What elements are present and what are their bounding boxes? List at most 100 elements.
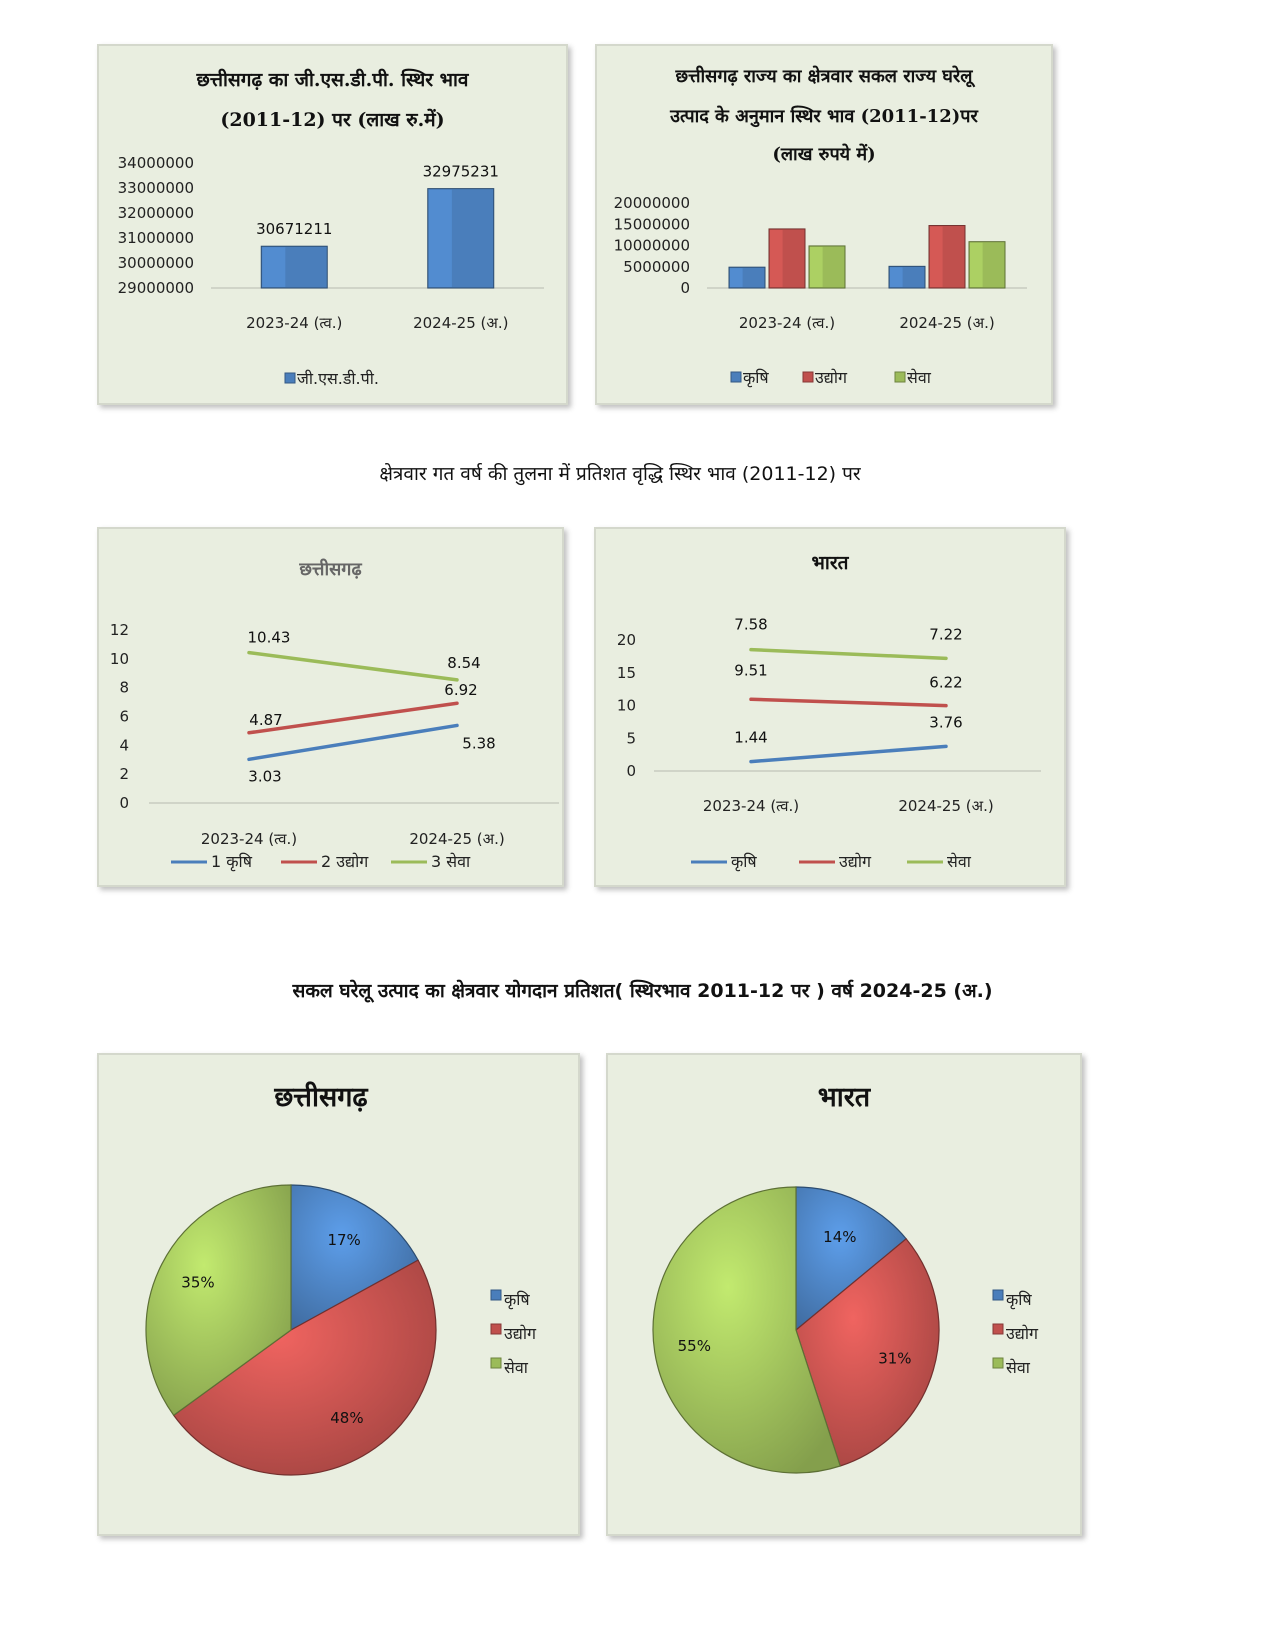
pie-slice-कृषि xyxy=(795,1186,908,1332)
sector-chart-title-line1: छत्तीसगढ़ राज्य का क्षेत्रवार सकल राज्य … xyxy=(675,66,973,87)
pie-slice-सेवा xyxy=(652,1186,841,1474)
bar-data-label: 32975231 xyxy=(423,163,499,181)
data-label: 5.38 xyxy=(462,734,495,752)
y-tick-label: 2 xyxy=(119,765,129,783)
y-tick-label: 10 xyxy=(110,650,129,668)
y-tick-label: 32000000 xyxy=(118,204,194,222)
legend-label: कृषि xyxy=(731,852,757,872)
legend-label: सेवा xyxy=(947,852,972,871)
cg-growth-chart-panel: छत्तीसगढ़ 0 2 4 6 8 10 12 2023-24 (त्व.) 2024-25… xyxy=(97,527,564,887)
data-label: 6.92 xyxy=(444,681,477,699)
bar-highlight xyxy=(930,226,943,287)
legend-swatch-सेवा xyxy=(992,1357,1004,1369)
data-label: 7.58 xyxy=(734,616,767,634)
data-label: 4.87 xyxy=(249,711,282,729)
legend-swatch-सेवा xyxy=(490,1357,502,1369)
pie-slice-कृषि xyxy=(290,1184,419,1332)
x-category-label: 2023-24 (त्व.) xyxy=(739,314,835,332)
legend-label: उद्योग xyxy=(815,368,848,387)
pie-data-label: 14% xyxy=(823,1228,856,1246)
legend-label: कृषि xyxy=(743,368,769,388)
series-line-सेवा xyxy=(749,647,948,661)
india-share-chart-title: भारत xyxy=(817,1082,871,1113)
legend-label: उद्योग xyxy=(1006,1324,1039,1343)
cg-share-chart-svg: 17% 48% 35% कृषि उद्योग सेवा xyxy=(145,1184,537,1476)
y-tick-label: 10 xyxy=(617,697,636,715)
bar-highlight xyxy=(428,189,452,287)
series-line-1 कृषि xyxy=(247,723,459,762)
data-label: 6.22 xyxy=(929,674,962,692)
y-tick-label: 0 xyxy=(626,762,636,780)
y-tick-label: 6 xyxy=(119,708,129,726)
legend-swatch-उद्योग xyxy=(992,1323,1004,1335)
data-label: 9.51 xyxy=(734,661,767,679)
y-tick-label: 34000000 xyxy=(118,154,194,172)
legend-swatch-कृषि xyxy=(490,1289,502,1301)
legend-label: जी.एस.डी.पी. xyxy=(297,369,379,388)
sector-chart-title-line3: (लाख रुपये में) xyxy=(772,144,876,165)
pie-data-label: 17% xyxy=(327,1231,360,1249)
data-label: 7.22 xyxy=(929,625,962,643)
gsdp-chart-title-line1: छत्तीसगढ़ का जी.एस.डी.पी. स्थिर भाव xyxy=(196,69,469,91)
sector-chart-title-line2: उत्पाद के अनुमान स्थिर भाव (2011-12)पर xyxy=(670,106,978,127)
legend-label: उद्योग xyxy=(504,1324,537,1343)
legend-label: सेवा xyxy=(1006,1358,1031,1377)
series-line-उद्योग xyxy=(749,697,948,708)
bar-highlight xyxy=(810,246,823,287)
y-tick-label: 0 xyxy=(119,794,129,812)
legend-label: उद्योग xyxy=(839,852,872,871)
bar-highlight xyxy=(970,242,983,287)
pie-slice-सेवा xyxy=(145,1184,292,1417)
india-share-chart-svg: 14% 31% 55% कृषि उद्योग सेवा xyxy=(652,1186,1039,1474)
x-category-label: 2023-24 (त्व.) xyxy=(201,830,297,848)
y-tick-label: 4 xyxy=(119,736,129,754)
y-tick-label: 20000000 xyxy=(614,194,690,212)
india-share-chart-panel: भारत 14% 31% 55% कृषि उद्योग सेवा xyxy=(606,1053,1082,1536)
y-tick-label: 10000000 xyxy=(614,237,690,255)
india-growth-chart-title: भारत xyxy=(811,552,849,574)
growth-section-heading: क्षेत्रवार गत वर्ष की तुलना में प्रतिशत … xyxy=(379,463,861,485)
legend-swatch-उद्योग xyxy=(490,1323,502,1335)
legend-label: 3 सेवा xyxy=(431,852,471,871)
pie-data-label: 31% xyxy=(878,1350,911,1368)
legend-swatch-सेवा xyxy=(894,371,906,383)
y-tick-label: 5 xyxy=(626,729,636,747)
cg-growth-chart-svg: 0 2 4 6 8 10 12 2023-24 (त्व.) 2024-25 (अ.) 3.03 5… xyxy=(110,621,559,872)
india-growth-chart-panel: भारत 0 5 10 15 20 2023-24 (त्व.) 2024-25 (अ.) 1… xyxy=(594,527,1066,887)
series-line-3 सेवा xyxy=(247,650,459,682)
data-label: 10.43 xyxy=(248,629,291,647)
legend-label: 2 उद्योग xyxy=(321,852,369,871)
data-label: 3.76 xyxy=(929,713,962,731)
y-tick-label: 30000000 xyxy=(118,254,194,272)
pie-slice-उद्योग xyxy=(795,1238,940,1467)
bar-कृषि xyxy=(728,266,766,289)
x-category-label: 2024-25 (अ.) xyxy=(413,314,508,332)
bar-सेवा xyxy=(808,245,846,289)
series-line-2 उद्योग xyxy=(247,701,459,735)
x-category-label: 2024-25 (अ.) xyxy=(409,830,504,848)
x-category-label: 2023-24 (त्व.) xyxy=(246,314,342,332)
y-tick-label: 29000000 xyxy=(118,279,194,297)
x-category-label: 2023-24 (त्व.) xyxy=(703,797,799,815)
y-tick-label: 0 xyxy=(680,279,690,297)
gsdp-chart-title-line2: (2011-12) पर (लाख रु.में) xyxy=(220,109,445,131)
y-tick-label: 31000000 xyxy=(118,229,194,247)
cg-growth-chart-title: छत्तीसगढ़ xyxy=(299,559,362,580)
pie-data-label: 55% xyxy=(678,1337,711,1355)
gsdp-chart-panel: छत्तीसगढ़ का जी.एस.डी.पी. स्थिर भाव (201… xyxy=(97,44,568,405)
sector-gsdp-chart-panel: छत्तीसगढ़ राज्य का क्षेत्रवार सकल राज्य … xyxy=(595,44,1053,405)
legend-label: सेवा xyxy=(504,1358,529,1377)
bar-सेवा xyxy=(968,241,1006,289)
x-category-label: 2024-25 (अ.) xyxy=(899,314,994,332)
legend-label: सेवा xyxy=(907,368,932,387)
legend-swatch-उद्योग xyxy=(802,371,814,383)
share-section-heading: सकल घरेलू उत्पाद का क्षेत्रवार योगदान प्… xyxy=(292,980,993,1002)
data-label: 3.03 xyxy=(248,767,281,785)
legend-swatch-जी.एस.डी.पी. xyxy=(284,372,296,384)
legend-swatch-कृषि xyxy=(992,1289,1004,1301)
y-tick-label: 15000000 xyxy=(614,215,690,233)
legend-swatch-कृषि xyxy=(730,371,742,383)
series-line-कृषि xyxy=(749,744,948,764)
cg-share-chart-title: छत्तीसगढ़ xyxy=(274,1082,368,1113)
y-tick-label: 5000000 xyxy=(623,258,690,276)
